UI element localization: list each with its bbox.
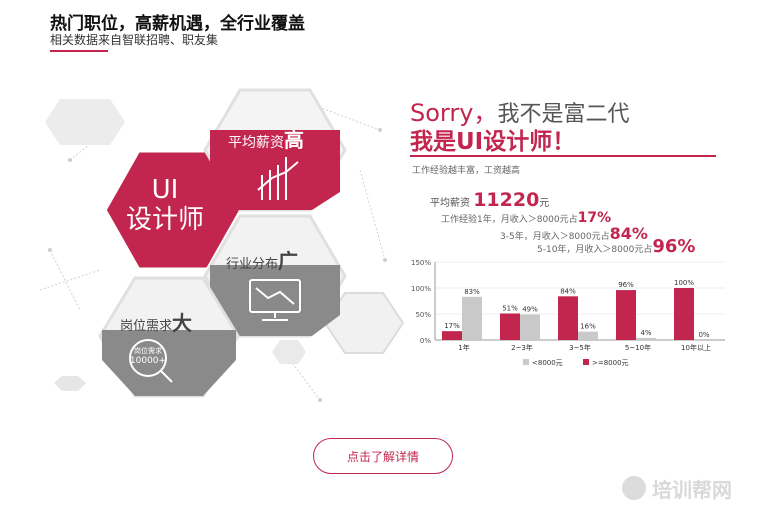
ui-hex-line1: UI xyxy=(151,175,179,205)
bar xyxy=(578,331,598,340)
bar-value-label: 84% xyxy=(560,287,576,295)
watermark-logo-icon xyxy=(622,476,646,500)
y-tick-label: 0% xyxy=(420,337,431,345)
hexagon-network-graphic xyxy=(40,88,405,402)
legend-label: <8000元 xyxy=(532,359,563,367)
stat-5-10yr-label: 5-10年，月收入＞8000元占 xyxy=(537,245,653,255)
bar xyxy=(558,296,578,340)
stat-3-5yr-value: 84% xyxy=(609,224,648,243)
bar-value-label: 0% xyxy=(698,331,709,339)
page-title: 热门职位，高薪机遇，全行业覆盖 xyxy=(50,14,305,34)
bar-value-label: 17% xyxy=(444,322,460,330)
experience-note: 工作经验越丰富，工资越高 xyxy=(412,166,521,176)
title-underline xyxy=(50,50,108,52)
y-tick-label: 150% xyxy=(411,259,431,267)
bar-value-label: 83% xyxy=(464,288,480,296)
bar-value-label: 49% xyxy=(522,306,538,314)
x-tick-label: 5~10年 xyxy=(625,343,651,352)
demand-hex-emph: 大 xyxy=(172,311,193,335)
avg-value: 11220 xyxy=(473,189,540,211)
bar xyxy=(520,314,540,340)
x-tick-label: 2~3年 xyxy=(511,343,533,352)
i-am-ui-designer: 我是UI设计师！ xyxy=(410,129,576,155)
bar-value-label: 100% xyxy=(674,279,694,287)
industry-hex-band xyxy=(210,265,340,336)
decor-hex-2 xyxy=(54,376,86,391)
bar xyxy=(442,331,462,340)
x-tick-label: 1年 xyxy=(458,343,469,352)
bar-value-label: 4% xyxy=(640,329,651,337)
avg-label: 平均薪资 xyxy=(430,198,470,209)
learn-more-button[interactable]: 点击了解详情 xyxy=(313,438,453,474)
y-tick-label: 50% xyxy=(415,311,431,319)
stat-3-5yr-label: 3-5年，月收入＞8000元占 xyxy=(500,232,610,242)
bar xyxy=(462,296,482,340)
industry-hex-emph: 广 xyxy=(278,249,299,273)
bar xyxy=(636,337,656,340)
demand-icon-value: 10000+ xyxy=(129,356,167,366)
sorry-word: Sorry， xyxy=(410,99,498,127)
industry-hex-label: 行业分布 xyxy=(226,257,279,272)
y-tick-label: 100% xyxy=(411,285,431,293)
average-salary: 平均薪资 11220元 xyxy=(430,189,549,211)
sorry-line: Sorry，我不是富二代 xyxy=(410,93,629,128)
salary-bar-chart: 0% 50% 100% 150% 17% 83% 1年 51% 49% 2~3年 84% 16% 3~5… xyxy=(411,259,725,367)
legend-label: >=8000元 xyxy=(592,359,629,367)
sorry-rest: 我不是富二代 xyxy=(497,102,630,127)
bar-value-label: 96% xyxy=(618,281,634,289)
bar-value-label: 16% xyxy=(580,323,596,331)
decor-hex-3 xyxy=(272,340,306,364)
legend-swatch xyxy=(583,359,589,365)
demand-hex-label: 岗位需求 xyxy=(120,319,173,334)
demand-hex-band xyxy=(102,330,236,396)
ui-hex-line2: 设计师 xyxy=(125,205,204,235)
bar xyxy=(674,288,694,340)
decor-hex-1 xyxy=(45,99,125,145)
x-tick-label: 10年以上 xyxy=(681,343,711,352)
salary-hex-label: 平均薪资 xyxy=(228,135,284,151)
stat-1yr-value: 17% xyxy=(577,210,612,226)
legend-swatch xyxy=(523,359,529,365)
stat-1yr: 工作经验1年，月收入＞8000元占17% xyxy=(441,210,611,226)
avg-unit: 元 xyxy=(539,198,550,209)
bar-value-label: 51% xyxy=(502,304,518,312)
x-tick-label: 3~5年 xyxy=(569,343,591,352)
watermark-text: 培训帮网 xyxy=(652,477,732,502)
stat-5-10yr: 5-10年，月收入＞8000元占96% xyxy=(537,236,695,257)
stat-1yr-label: 工作经验1年，月收入＞8000元占 xyxy=(441,215,578,225)
demand-icon-label: 岗位需求 xyxy=(134,347,162,355)
stat-5-10yr-value: 96% xyxy=(652,236,696,257)
stat-3-5yr: 3-5年，月收入＞8000元占84% xyxy=(500,224,648,243)
intro-divider xyxy=(410,155,716,157)
page-subtitle: 相关数据来自智联招聘、职友集 xyxy=(50,33,219,47)
salary-hex-emph: 高 xyxy=(284,128,304,152)
watermark: 培训帮网 xyxy=(622,474,732,502)
bar xyxy=(500,313,520,340)
bar xyxy=(616,290,636,340)
salary-hex-band xyxy=(210,130,340,210)
